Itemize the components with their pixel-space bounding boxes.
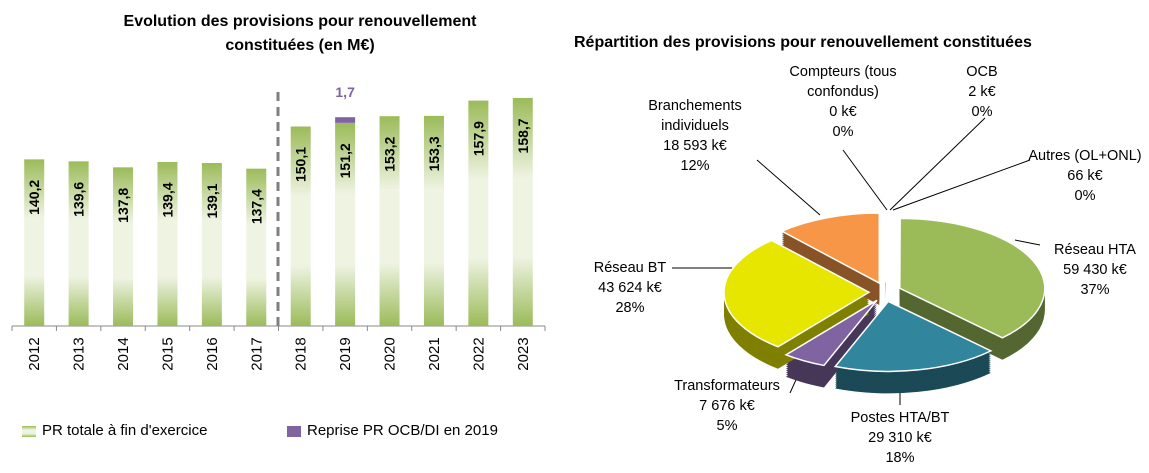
pie-slice	[780, 212, 880, 285]
x-tick-label: 2019	[337, 337, 354, 370]
legend-swatch	[22, 426, 36, 437]
x-tick-label: 2013	[71, 337, 88, 370]
x-tick-label: 2016	[204, 337, 221, 370]
value-label: 59 430 k€	[1063, 262, 1127, 278]
bar	[335, 122, 356, 326]
percent-label: 37%	[1080, 282, 1110, 298]
x-tick-label: 2015	[159, 337, 176, 370]
slice-label: OCB 2 k€ 0%	[952, 62, 1012, 122]
pie-slice	[723, 239, 871, 348]
chart-title: Evolution des provisions pour renouvelle…	[123, 13, 477, 54]
bar	[468, 100, 489, 326]
slice-label: Branchements individuels 18 593 k€ 12%	[630, 96, 760, 176]
bar	[113, 167, 134, 326]
data-label: 150,1	[293, 147, 309, 182]
percent-label: 0%	[832, 124, 854, 140]
pie-slice	[899, 217, 1046, 339]
bar-chart: 2012 140,2 2013 139,6 2014 137,8 2015 139,4 2016…	[11, 84, 546, 371]
percent-label: 28%	[615, 300, 645, 316]
slice-label: Transformateurs 7 676 k€ 5%	[652, 376, 802, 436]
slice-label: Postes HTA/BT 29 310 k€ 18%	[835, 408, 965, 468]
value-label: 18 593 k€	[663, 138, 727, 154]
slice-label: Autres (OL+ONL) 66 k€ 0%	[1010, 146, 1149, 206]
category-label: Branchements individuels	[648, 98, 742, 134]
x-tick-label: 2014	[115, 337, 132, 370]
data-label: 139,4	[159, 182, 175, 217]
percent-label: 5%	[716, 418, 738, 434]
bar	[379, 116, 400, 326]
value-label: 66 k€	[1067, 168, 1103, 184]
data-label: 1,7	[335, 84, 355, 100]
bar	[24, 159, 45, 326]
category-label: Réseau HTA	[1054, 242, 1136, 258]
data-label: 139,6	[71, 182, 87, 217]
legend-label: Reprise PR OCB/DI en 2019	[307, 422, 498, 439]
bar	[157, 162, 178, 326]
category-label: Postes HTA/BT	[850, 410, 950, 426]
value-label: 2 k€	[968, 84, 996, 100]
data-label: 140,2	[26, 180, 42, 215]
data-label: 153,2	[382, 136, 398, 171]
data-label: 151,2	[337, 143, 353, 178]
percent-label: 0%	[1074, 188, 1096, 204]
bar	[335, 117, 356, 123]
x-tick-label: 2012	[26, 337, 43, 370]
percent-label: 0%	[971, 104, 993, 120]
x-tick-label: 2020	[382, 337, 399, 370]
slice-label: Compteurs (tous confondus) 0 k€ 0%	[783, 62, 903, 142]
value-label: 0 k€	[829, 104, 857, 120]
category-label: Compteurs (tous confondus)	[789, 64, 897, 100]
bar	[512, 97, 533, 327]
x-tick-label: 2018	[293, 337, 310, 370]
x-tick-label: 2017	[248, 337, 265, 370]
bar	[423, 115, 444, 326]
pie-chart	[723, 211, 1046, 394]
data-label: 157,9	[470, 121, 486, 156]
bar	[290, 126, 311, 326]
leader-lines	[672, 117, 1041, 405]
x-tick-label: 2022	[470, 337, 487, 370]
value-label: 7 676 k€	[699, 398, 755, 414]
chart-title: Répartition des provisions pour renouvel…	[574, 34, 1032, 51]
bar	[68, 161, 89, 326]
x-tick-label: 2021	[426, 337, 443, 370]
value-label: 43 624 k€	[598, 280, 662, 296]
slice-label: Réseau HTA 59 430 k€ 37%	[1040, 240, 1149, 300]
data-label: 137,4	[248, 189, 264, 224]
data-label: 137,8	[115, 188, 131, 223]
percent-label: 12%	[680, 158, 710, 174]
category-label: Autres (OL+ONL)	[1028, 148, 1142, 164]
legend-label: PR totale à fin d'exercice	[42, 422, 208, 439]
bar	[246, 168, 267, 326]
category-label: Réseau BT	[593, 260, 667, 276]
value-label: 29 310 k€	[868, 430, 932, 446]
data-label: 158,7	[515, 118, 531, 153]
category-label: Transformateurs	[674, 378, 780, 394]
slice-label: Réseau BT 43 624 k€ 28%	[575, 258, 685, 318]
percent-label: 18%	[885, 450, 915, 466]
pie-slice	[784, 299, 878, 367]
legend-swatch	[287, 426, 301, 437]
bar	[201, 163, 222, 326]
category-label: OCB	[966, 64, 998, 80]
x-tick-label: 2023	[515, 337, 532, 370]
data-label: 139,1	[204, 183, 220, 218]
pie-slice	[833, 300, 993, 373]
data-label: 153,3	[426, 136, 442, 171]
